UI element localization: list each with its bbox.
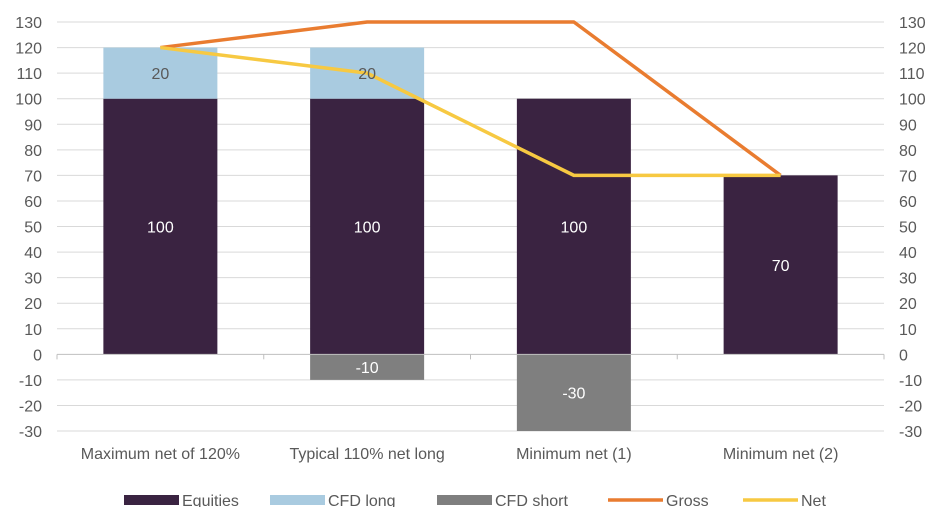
- x-category-label: Minimum net (2): [723, 446, 839, 463]
- legend-label-equities: Equities: [182, 493, 239, 507]
- y-tick-label-right: 20: [899, 296, 917, 313]
- y-tick-label-right: 130: [899, 15, 926, 32]
- legend-swatch-cfd-long: [270, 495, 325, 505]
- y-tick-label-left: 110: [16, 66, 42, 83]
- y-tick-label-right: 90: [899, 117, 917, 134]
- y-tick-label-left: 130: [15, 15, 42, 32]
- y-tick-label-right: 0: [899, 347, 908, 364]
- legend-label-cfd-short: CFD short: [495, 493, 568, 507]
- y-tick-label-left: 90: [24, 117, 42, 134]
- x-category-label: Typical 110% net long: [289, 446, 444, 463]
- data-label-equities: 100: [561, 220, 588, 237]
- y-tick-label-right: 10: [899, 322, 917, 339]
- y-tick-label-left: 70: [24, 168, 42, 185]
- bars-layer: [103, 48, 837, 431]
- data-label-equities: 100: [147, 220, 174, 237]
- y-tick-label-left: 30: [24, 271, 42, 288]
- data-labels-layer: 100 20 100 20 -10 100 -30 70: [147, 66, 790, 403]
- y-tick-label-left: -30: [19, 424, 42, 441]
- y-tick-label-right: -10: [899, 373, 922, 390]
- y-tick-label-left: 50: [24, 220, 42, 237]
- y-tick-label-right: 120: [899, 41, 926, 58]
- y-tick-label-left: 100: [15, 92, 42, 109]
- data-label-cfd-long: 20: [358, 66, 376, 83]
- y-tick-label-left: -20: [19, 398, 42, 415]
- y-tick-label-left: 40: [24, 245, 42, 262]
- y-tick-label-left: 60: [24, 194, 42, 211]
- legend-swatch-cfd-short: [437, 495, 492, 505]
- data-label-cfd-long: 20: [151, 66, 169, 83]
- y-tick-label-right: -20: [899, 398, 922, 415]
- y-tick-label-right: 60: [899, 194, 917, 211]
- x-category-label: Minimum net (1): [516, 446, 632, 463]
- y-tick-label-left: 0: [33, 347, 42, 364]
- y-tick-label-left: 80: [24, 143, 42, 160]
- legend-label-gross: Gross: [666, 493, 709, 507]
- data-label-cfd-short: -30: [562, 386, 585, 403]
- legend-label-cfd-long: CFD long: [328, 493, 396, 507]
- y-tick-label-right: 80: [899, 143, 917, 160]
- x-category-label: Maximum net of 120%: [81, 446, 240, 463]
- y-tick-label-right: 30: [899, 271, 917, 288]
- y-tick-label-right: 100: [899, 92, 926, 109]
- legend-label-net: Net: [801, 493, 826, 507]
- y-tick-label-left: 10: [24, 322, 42, 339]
- data-label-equities: 70: [772, 258, 790, 275]
- data-label-cfd-short: -10: [356, 360, 379, 377]
- legend-swatch-equities: [124, 495, 179, 505]
- y-tick-label-left: 20: [24, 296, 42, 313]
- y-tick-label-left: -10: [19, 373, 42, 390]
- line-net: [160, 48, 780, 176]
- legend: Equities CFD long CFD short Gross Net: [124, 493, 826, 507]
- y-tick-label-right: -30: [899, 424, 922, 441]
- y-tick-label-right: 110: [899, 66, 925, 83]
- y-tick-label-left: 120: [15, 41, 42, 58]
- data-label-equities: 100: [354, 220, 381, 237]
- y-tick-label-right: 50: [899, 220, 917, 237]
- y-tick-label-right: 70: [899, 168, 917, 185]
- y-tick-label-right: 40: [899, 245, 917, 262]
